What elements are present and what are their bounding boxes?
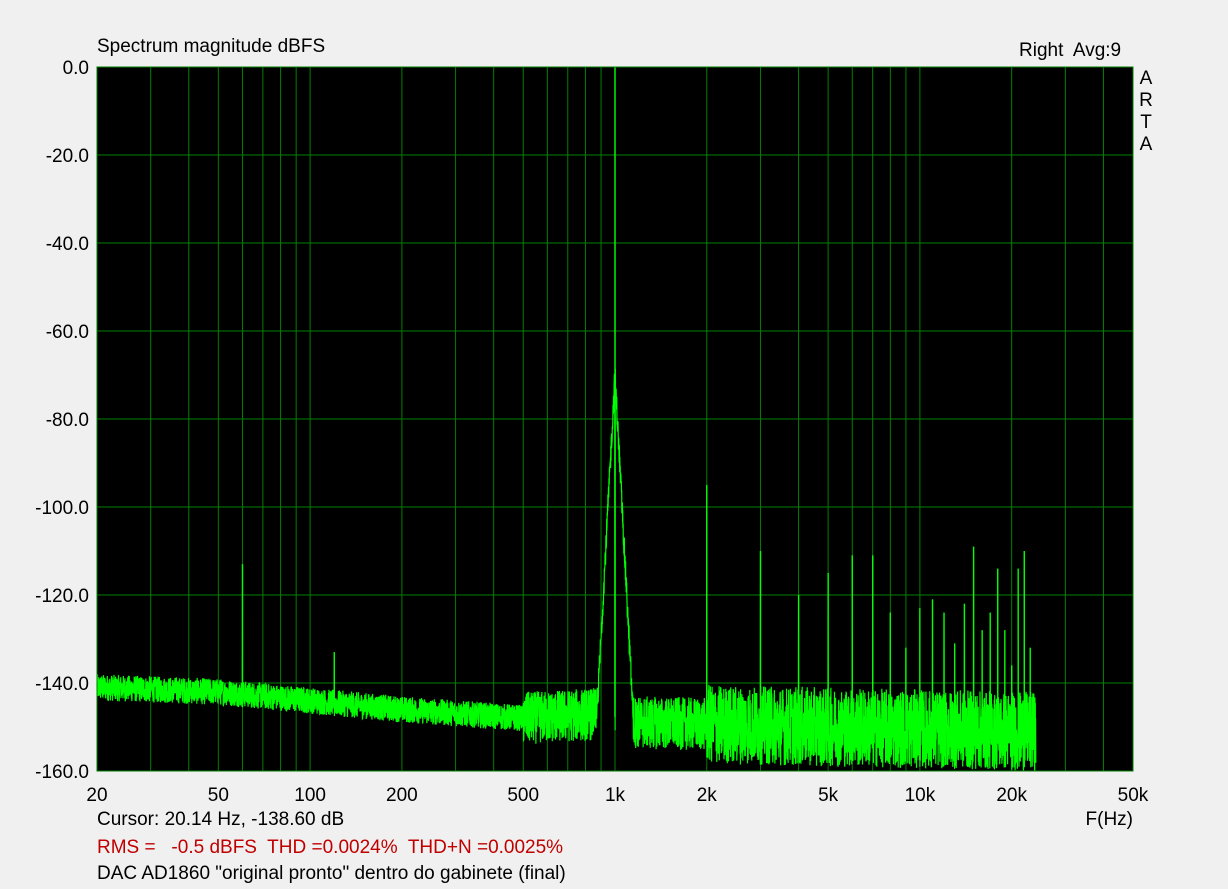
channel-average-label: Right Avg:9 <box>1019 40 1122 61</box>
x-axis-label: F(Hz) <box>1086 809 1133 830</box>
x-tick-label: 50k <box>1118 785 1149 806</box>
brand-letter: A <box>1139 68 1153 89</box>
measurement-stats: RMS = -0.5 dBFS THD =0.0024% THD+N =0.00… <box>97 837 564 858</box>
x-tick-label: 5k <box>818 785 839 806</box>
x-tick-label: 500 <box>507 785 539 806</box>
brand-letter: T <box>1140 112 1152 133</box>
brand-letter: A <box>1139 134 1153 155</box>
spectrum-line <box>96 66 1037 771</box>
x-tick-label: 10k <box>905 785 936 806</box>
y-tick-label: -60.0 <box>46 322 89 343</box>
x-tick-label: 1k <box>605 785 626 806</box>
arta-brand: A R T A <box>1136 68 1156 156</box>
measurement-caption: DAC AD1860 "original pronto" dentro do g… <box>97 863 566 884</box>
cursor-readout: Cursor: 20.14 Hz, -138.60 dB <box>97 809 345 830</box>
x-tick-label: 2k <box>697 785 718 806</box>
x-tick-label: 20 <box>86 785 107 806</box>
x-tick-label: 20k <box>996 785 1027 806</box>
y-tick-label: -140.0 <box>35 674 89 695</box>
tick-labels: 20 50 100 200 500 1k 2k 5k 10k 20k 50k 0.0 -20.0 -40.… <box>35 58 1149 830</box>
chart-title: Spectrum magnitude dBFS <box>97 36 326 57</box>
y-tick-label: -120.0 <box>35 586 89 607</box>
y-tick-label: -80.0 <box>46 410 89 431</box>
brand-letter: R <box>1139 90 1153 111</box>
y-tick-label: 0.0 <box>63 58 89 79</box>
y-tick-label: -40.0 <box>46 234 89 255</box>
spectrum-trace <box>96 66 1037 771</box>
x-tick-label: 50 <box>208 785 229 806</box>
plot-frame <box>96 66 1134 772</box>
x-tick-label: 100 <box>294 785 326 806</box>
y-tick-label: -20.0 <box>46 146 89 167</box>
y-tick-label: -160.0 <box>35 762 89 783</box>
x-tick-label: 200 <box>386 785 418 806</box>
y-tick-label: -100.0 <box>35 498 89 519</box>
